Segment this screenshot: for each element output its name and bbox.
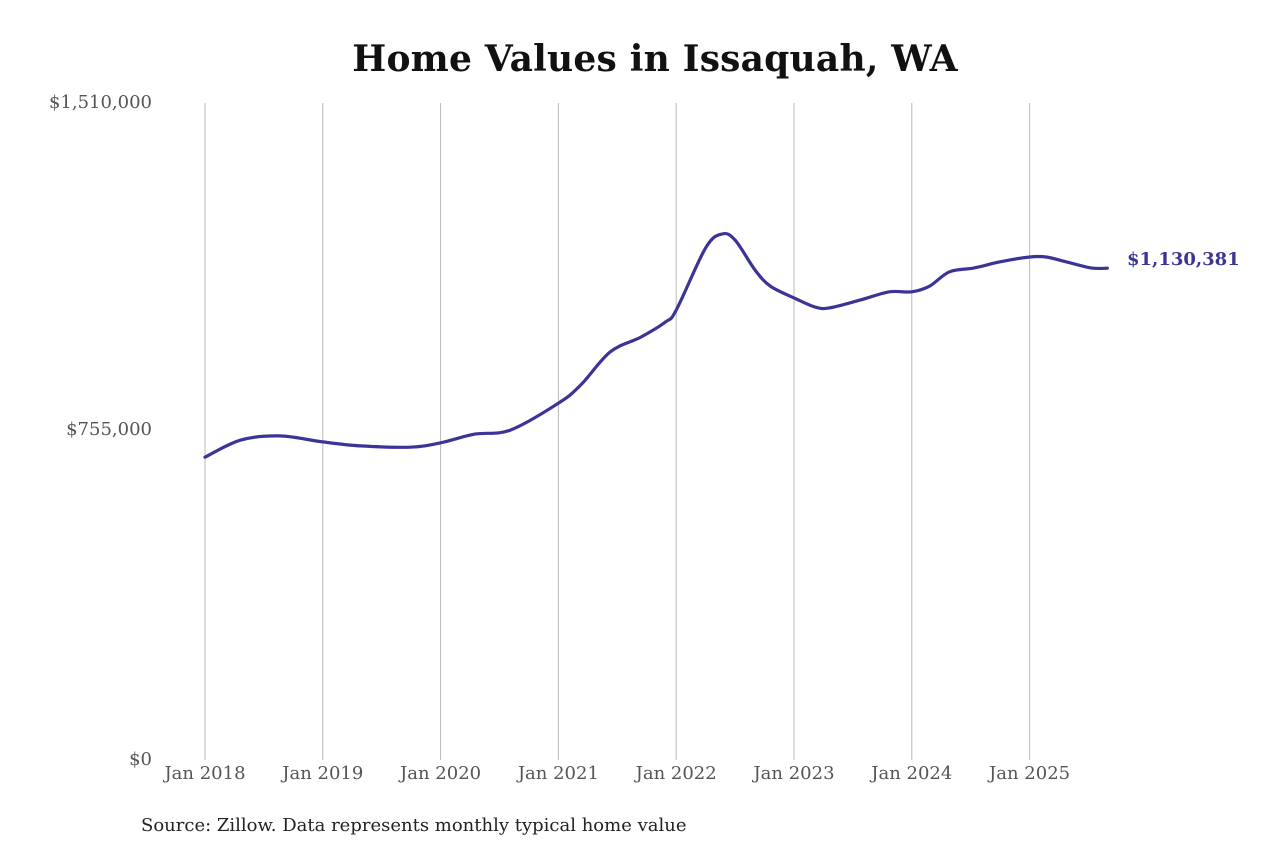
x-tick: Jan 2018 [164,763,246,784]
y-tick-mid: $755,000 [66,419,152,440]
x-tick: Jan 2025 [989,763,1071,784]
y-tick-zero: $0 [129,749,152,770]
home-value-line [203,231,1109,459]
y-tick-top: $1,510,000 [48,92,152,113]
chart-title: Home Values in Issaquah, WA [352,38,958,80]
x-tick: Jan 2024 [871,763,953,784]
x-tick: Jan 2022 [635,763,717,784]
vertical-gridlines [204,103,1031,760]
x-tick: Jan 2020 [400,763,482,784]
end-value-label: $1,130,381 [1127,249,1240,270]
x-tick: Jan 2023 [753,763,835,784]
source-note: Source: Zillow. Data represents monthly … [141,815,687,836]
x-tick: Jan 2021 [517,763,599,784]
x-tick: Jan 2019 [282,763,364,784]
